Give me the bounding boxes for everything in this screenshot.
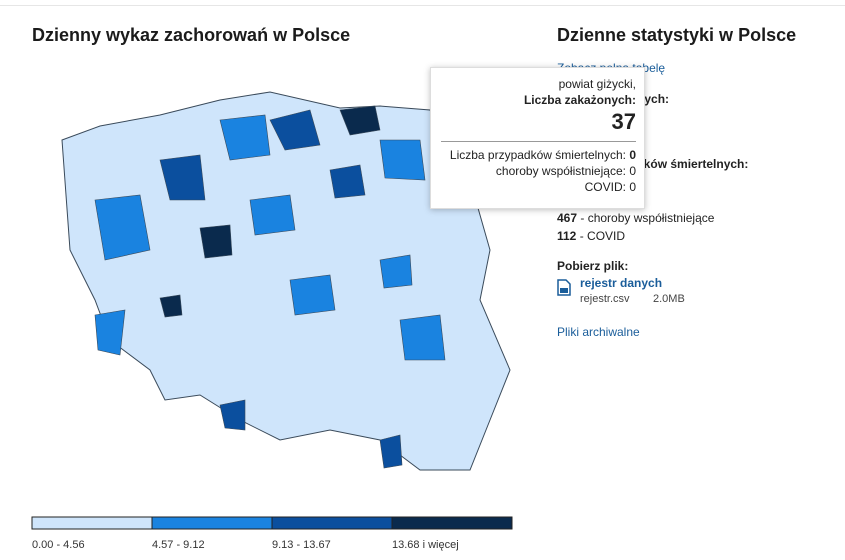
file-title[interactable]: rejestr danych [580, 276, 663, 290]
legend-swatch [31, 516, 153, 530]
tooltip-rule [441, 141, 636, 142]
stat-value: 467 [557, 211, 578, 225]
download-label: Pobierz plik: [557, 259, 629, 273]
region [94, 194, 151, 261]
legend-label: 0.00 - 4.56 [32, 539, 85, 551]
legend-label: 9.13 - 13.67 [272, 539, 331, 551]
tooltip-value: 0 [629, 180, 636, 194]
file-name: rejestr.csv [580, 293, 630, 305]
tooltip-label: choroby współistniejące: [495, 164, 626, 178]
legend-swatch [151, 516, 273, 530]
stat-item: 112 - COVID [557, 229, 625, 243]
region [329, 164, 366, 199]
map [61, 91, 511, 471]
region [159, 154, 206, 201]
tooltip-label: COVID: [584, 180, 626, 194]
region [269, 109, 321, 151]
stats-title: Dzienne statystyki w Polsce [557, 25, 797, 45]
tooltip-infected-label: Liczba zakażonych: [523, 93, 636, 107]
region [94, 309, 126, 356]
regions [94, 105, 446, 469]
region [219, 114, 271, 161]
stat-item: 467 - choroby współistniejące [557, 211, 714, 225]
region [379, 139, 426, 181]
file-icon [557, 279, 571, 296]
region [399, 314, 446, 361]
tooltip: powiat giżycki, Liczba zakażonych: 37 Li… [430, 67, 645, 209]
region [199, 224, 233, 259]
tooltip-value: 0 [629, 148, 636, 162]
tooltip-region: powiat giżycki, [558, 77, 636, 91]
archive-link[interactable]: Pliki archiwalne [557, 325, 640, 339]
region [379, 434, 403, 469]
tooltip-label: Liczba przypadków śmiertelnych: [449, 148, 626, 162]
stat-label: - COVID [579, 229, 626, 243]
stat-label: - choroby współistniejące [580, 211, 715, 225]
stat-value: 112 [557, 229, 577, 243]
legend-label: 13.68 i więcej [392, 539, 459, 551]
legend-label: 4.57 - 9.12 [152, 539, 205, 551]
tooltip-row: Liczba przypadków śmiertelnych: 0 [431, 148, 644, 162]
tooltip-value: 0 [629, 164, 636, 178]
legend: 0.00 - 4.56 4.57 - 9.12 9.13 - 13.67 13.68 … [31, 516, 513, 551]
region [339, 105, 381, 136]
region [249, 194, 296, 236]
legend-swatch [391, 516, 513, 530]
region [379, 254, 413, 289]
file-size: 2.0MB [653, 293, 685, 305]
region [159, 294, 183, 318]
tooltip-infected: 37 [611, 109, 636, 134]
top-rule [0, 5, 845, 6]
region [219, 399, 246, 431]
region [289, 274, 336, 316]
tooltip-row: choroby współistniejące: 0 [431, 164, 644, 178]
tooltip-row: COVID: 0 [431, 180, 644, 194]
legend-swatch [271, 516, 393, 530]
map-title: Dzienny wykaz zachorowań w Polsce [32, 25, 351, 45]
